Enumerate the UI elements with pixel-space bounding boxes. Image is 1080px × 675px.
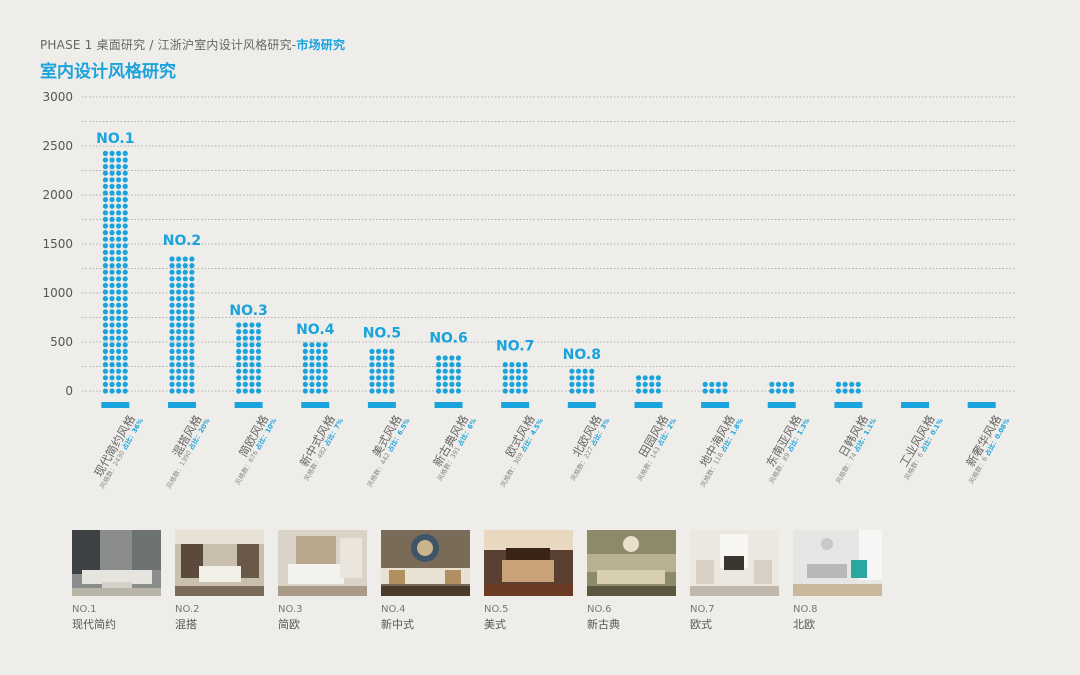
gallery-name: 混搭	[175, 618, 197, 631]
bar-base	[567, 402, 596, 408]
bar-2	[169, 256, 195, 394]
room-photo	[484, 530, 573, 596]
y-tick-label: 2500	[42, 139, 73, 153]
breadcrumb: PHASE 1 桌面研究 / 江浙沪室内设计风格研究-市场研究	[40, 36, 345, 53]
bar-8	[569, 368, 595, 394]
rank-label: NO.5	[363, 326, 401, 342]
gallery-name: 新古典	[587, 618, 620, 631]
y-tick-label: 2000	[42, 188, 73, 202]
bar-base	[967, 402, 996, 408]
bar-base	[101, 402, 130, 408]
rank-label: NO.8	[563, 347, 601, 363]
room-photo	[587, 530, 676, 596]
bar-base	[901, 402, 930, 408]
rank-label: NO.4	[296, 322, 335, 338]
bar-12	[835, 381, 861, 394]
bar-1	[102, 150, 128, 394]
page-title: 室内设计风格研究	[40, 62, 176, 82]
gallery-card[interactable]: NO.2 混搭	[175, 530, 264, 632]
rank-label: NO.6	[429, 331, 467, 347]
bar-9	[635, 375, 661, 394]
room-photo	[278, 530, 367, 596]
bar-11	[769, 381, 795, 394]
gallery-rank: NO.2	[175, 604, 200, 615]
bar-10	[702, 381, 728, 394]
bar-base	[701, 402, 730, 408]
gallery-name: 美式	[484, 618, 506, 631]
bar-3	[236, 322, 262, 394]
gallery-name: 现代简约	[72, 618, 116, 631]
gallery-name: 欧式	[690, 618, 712, 631]
bar-6	[436, 355, 462, 394]
gallery-rank: NO.6	[587, 604, 612, 615]
gallery-name: 北欧	[793, 618, 815, 631]
y-tick-label: 1000	[42, 286, 73, 300]
bar-base	[367, 402, 396, 408]
gallery-rank: NO.5	[484, 604, 509, 615]
gallery-card[interactable]: NO.3 简欧	[278, 530, 367, 632]
breadcrumb-prefix: PHASE 1 桌面研究 / 江浙沪室内设计风格研究-	[40, 38, 297, 52]
breadcrumb-highlight: 市场研究	[296, 38, 346, 52]
gallery-card[interactable]: NO.4 新中式	[381, 530, 470, 632]
style-gallery: NO.1 现代简约 NO.2 混搭 NO.3 简欧 NO.4 新中式 NO.5 …	[72, 530, 882, 632]
bar-7	[502, 362, 528, 394]
room-photo	[72, 530, 161, 596]
room-photo	[175, 530, 264, 596]
rank-label: NO.3	[229, 303, 267, 319]
rank-label: NO.7	[496, 339, 534, 355]
bar-base	[634, 402, 663, 408]
bar-base	[834, 402, 863, 408]
gallery-rank: NO.4	[381, 604, 406, 615]
bar-4	[302, 342, 328, 394]
rank-label: NO.1	[96, 131, 134, 147]
bar-5	[369, 348, 395, 394]
bar-base	[501, 402, 530, 408]
room-photo	[381, 530, 470, 596]
page-header: PHASE 1 桌面研究 / 江浙沪室内设计风格研究-市场研究 室内设计风格研究	[40, 36, 345, 82]
gallery-name: 新中式	[381, 618, 414, 631]
dot-bar-chart: 050010001500200025003000NO.1现代简约风格风格数：24…	[42, 90, 1015, 490]
bar-base	[234, 402, 263, 408]
gallery-rank: NO.1	[72, 604, 97, 615]
gallery-card[interactable]: NO.7 欧式	[690, 530, 779, 632]
room-photo	[793, 530, 882, 596]
gallery-rank: NO.7	[690, 604, 715, 615]
y-tick-label: 3000	[42, 90, 73, 104]
gallery-name: 简欧	[278, 618, 300, 631]
gallery-rank: NO.3	[278, 604, 303, 615]
gallery-card[interactable]: NO.8 北欧	[793, 530, 882, 632]
bar-base	[767, 402, 796, 408]
rank-label: NO.2	[163, 233, 201, 249]
bar-base	[434, 402, 463, 408]
y-tick-label: 500	[50, 335, 73, 349]
y-tick-label: 0	[65, 384, 73, 398]
bar-base	[301, 402, 330, 408]
gallery-card[interactable]: NO.6 新古典	[587, 530, 676, 632]
bar-base	[167, 402, 196, 408]
gallery-card[interactable]: NO.1 现代简约	[72, 530, 161, 632]
y-tick-label: 1500	[42, 237, 73, 251]
gallery-card[interactable]: NO.5 美式	[484, 530, 573, 632]
gallery-rank: NO.8	[793, 604, 818, 615]
room-photo	[690, 530, 779, 596]
